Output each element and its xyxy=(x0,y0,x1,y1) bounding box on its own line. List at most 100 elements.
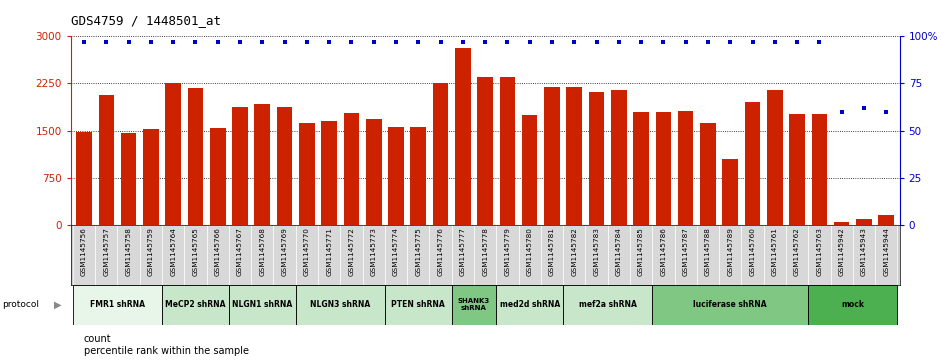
Point xyxy=(478,39,493,45)
Bar xyxy=(187,88,203,225)
Bar xyxy=(73,225,95,285)
Bar xyxy=(363,225,385,285)
Text: GSM1145761: GSM1145761 xyxy=(771,227,778,276)
Text: GSM1145782: GSM1145782 xyxy=(571,227,577,276)
Point xyxy=(187,39,203,45)
Point xyxy=(321,39,336,45)
Bar xyxy=(723,159,738,225)
Bar xyxy=(452,225,474,285)
Bar xyxy=(452,285,496,325)
Bar xyxy=(633,113,649,225)
Text: mock: mock xyxy=(841,301,865,309)
Text: GSM1145942: GSM1145942 xyxy=(838,227,845,276)
Text: GSM1145787: GSM1145787 xyxy=(683,227,689,276)
Point xyxy=(210,39,225,45)
Bar xyxy=(496,225,518,285)
Bar xyxy=(499,77,515,225)
Bar xyxy=(296,285,385,325)
Text: GSM1145780: GSM1145780 xyxy=(527,227,532,276)
Point xyxy=(411,39,426,45)
Bar xyxy=(700,122,716,225)
Bar xyxy=(853,225,875,285)
Bar xyxy=(430,225,452,285)
Text: GSM1145766: GSM1145766 xyxy=(215,227,220,276)
Text: GDS4759 / 1448501_at: GDS4759 / 1448501_at xyxy=(71,15,220,28)
Text: GSM1145770: GSM1145770 xyxy=(304,227,310,276)
Bar xyxy=(229,225,252,285)
Text: GSM1145768: GSM1145768 xyxy=(259,227,266,276)
Point xyxy=(254,39,269,45)
Point xyxy=(656,39,671,45)
Bar xyxy=(143,129,158,225)
Bar xyxy=(273,225,296,285)
Bar xyxy=(407,225,430,285)
Bar xyxy=(496,285,563,325)
Text: GSM1145773: GSM1145773 xyxy=(371,227,377,276)
Bar xyxy=(831,225,853,285)
Point xyxy=(567,39,582,45)
Bar xyxy=(118,225,139,285)
Bar xyxy=(518,225,541,285)
Point xyxy=(500,39,515,45)
Bar xyxy=(365,119,382,225)
Text: GSM1145771: GSM1145771 xyxy=(326,227,333,276)
Text: FMR1 shRNA: FMR1 shRNA xyxy=(89,301,145,309)
Bar xyxy=(478,77,493,225)
Text: GSM1145943: GSM1145943 xyxy=(861,227,867,276)
Bar xyxy=(344,113,359,225)
Bar xyxy=(656,113,672,225)
Bar xyxy=(229,285,296,325)
Bar xyxy=(139,225,162,285)
Point xyxy=(143,39,158,45)
Bar xyxy=(252,225,273,285)
Bar xyxy=(455,48,471,225)
Bar xyxy=(697,225,719,285)
Text: MeCP2 shRNA: MeCP2 shRNA xyxy=(165,301,226,309)
Point xyxy=(611,39,626,45)
Bar xyxy=(388,127,404,225)
Bar xyxy=(563,285,652,325)
Text: protocol: protocol xyxy=(2,301,39,309)
Bar xyxy=(340,225,363,285)
Text: GSM1145785: GSM1145785 xyxy=(638,227,644,276)
Text: PTEN shRNA: PTEN shRNA xyxy=(392,301,446,309)
Text: GSM1145784: GSM1145784 xyxy=(616,227,622,276)
Bar xyxy=(630,225,652,285)
Bar xyxy=(879,215,894,225)
Text: GSM1145789: GSM1145789 xyxy=(727,227,733,276)
Bar xyxy=(875,225,898,285)
Bar xyxy=(585,225,608,285)
Bar xyxy=(296,225,318,285)
Bar xyxy=(185,225,206,285)
Bar xyxy=(834,222,850,225)
Text: GSM1145757: GSM1145757 xyxy=(104,227,109,276)
Text: GSM1145778: GSM1145778 xyxy=(482,227,488,276)
Text: NLGN3 shRNA: NLGN3 shRNA xyxy=(310,301,370,309)
Bar xyxy=(474,225,496,285)
Bar xyxy=(206,225,229,285)
Bar xyxy=(767,90,783,225)
Bar xyxy=(162,225,185,285)
Bar xyxy=(544,87,560,225)
Point xyxy=(879,109,894,115)
Bar xyxy=(652,285,808,325)
Point xyxy=(678,39,693,45)
Point xyxy=(768,39,783,45)
Point xyxy=(433,39,448,45)
Text: GSM1145763: GSM1145763 xyxy=(817,227,822,276)
Bar xyxy=(210,128,225,225)
Bar xyxy=(608,225,630,285)
Point xyxy=(300,39,315,45)
Bar xyxy=(719,225,741,285)
Bar xyxy=(166,83,181,225)
Point xyxy=(723,39,738,45)
Bar xyxy=(277,107,292,225)
Text: percentile rank within the sample: percentile rank within the sample xyxy=(84,346,249,356)
Bar xyxy=(745,102,760,225)
Text: GSM1145944: GSM1145944 xyxy=(884,227,889,276)
Bar xyxy=(786,225,808,285)
Text: GSM1145772: GSM1145772 xyxy=(349,227,354,276)
Bar xyxy=(432,83,448,225)
Bar xyxy=(385,285,452,325)
Text: GSM1145762: GSM1145762 xyxy=(794,227,800,276)
